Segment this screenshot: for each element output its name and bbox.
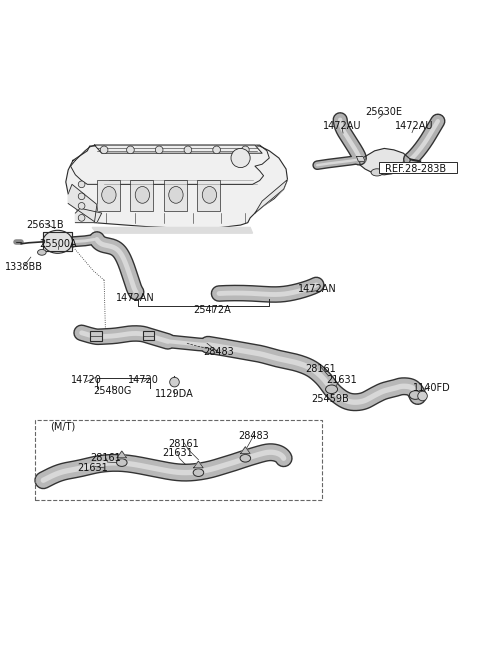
Circle shape bbox=[184, 146, 192, 154]
Circle shape bbox=[100, 146, 108, 154]
Circle shape bbox=[418, 391, 427, 401]
Text: 25630E: 25630E bbox=[366, 106, 403, 117]
Ellipse shape bbox=[117, 459, 127, 466]
Text: 14720: 14720 bbox=[129, 375, 159, 384]
Bar bbox=[35, 420, 322, 501]
Text: 25480G: 25480G bbox=[93, 386, 132, 396]
Text: 1472AN: 1472AN bbox=[298, 284, 336, 294]
Polygon shape bbox=[75, 209, 102, 222]
Text: 14720: 14720 bbox=[71, 375, 102, 384]
Text: 21631: 21631 bbox=[78, 463, 108, 473]
Text: 1129DA: 1129DA bbox=[155, 389, 194, 399]
Polygon shape bbox=[43, 232, 72, 251]
Polygon shape bbox=[117, 451, 127, 458]
Bar bbox=[380, 162, 457, 173]
Bar bbox=[90, 331, 102, 341]
Polygon shape bbox=[71, 145, 269, 184]
Bar bbox=[97, 180, 120, 211]
Ellipse shape bbox=[37, 249, 46, 255]
Bar bbox=[197, 180, 220, 211]
Ellipse shape bbox=[371, 169, 383, 176]
Bar bbox=[164, 180, 187, 211]
Text: 28161: 28161 bbox=[168, 439, 200, 449]
Circle shape bbox=[231, 148, 250, 167]
Bar bbox=[143, 331, 155, 340]
Circle shape bbox=[78, 215, 85, 221]
Polygon shape bbox=[66, 146, 288, 228]
Text: 1472AU: 1472AU bbox=[323, 121, 361, 131]
Text: 21631: 21631 bbox=[162, 449, 193, 459]
Polygon shape bbox=[193, 461, 203, 468]
Text: 25500A: 25500A bbox=[39, 239, 76, 249]
Ellipse shape bbox=[43, 230, 72, 253]
Text: 25631B: 25631B bbox=[26, 220, 64, 230]
Polygon shape bbox=[68, 184, 97, 222]
Circle shape bbox=[78, 181, 85, 188]
Circle shape bbox=[78, 203, 85, 209]
Circle shape bbox=[170, 377, 179, 387]
Text: REF.28-283B: REF.28-283B bbox=[385, 164, 446, 174]
Ellipse shape bbox=[409, 391, 421, 400]
Text: 25472A: 25472A bbox=[193, 305, 231, 315]
Ellipse shape bbox=[169, 186, 183, 203]
Polygon shape bbox=[360, 148, 410, 174]
Bar bbox=[131, 180, 154, 211]
Text: 28483: 28483 bbox=[204, 347, 234, 357]
Text: (M/T): (M/T) bbox=[50, 421, 75, 431]
Text: 25459B: 25459B bbox=[312, 394, 349, 404]
Text: 28161: 28161 bbox=[306, 363, 336, 374]
Ellipse shape bbox=[135, 186, 150, 203]
Circle shape bbox=[78, 193, 85, 199]
Ellipse shape bbox=[193, 469, 204, 476]
Polygon shape bbox=[95, 145, 262, 154]
Text: 1338BB: 1338BB bbox=[5, 262, 43, 272]
Text: 28483: 28483 bbox=[239, 431, 269, 441]
Text: 21631: 21631 bbox=[326, 375, 357, 384]
Circle shape bbox=[213, 146, 220, 154]
Polygon shape bbox=[255, 180, 288, 213]
Ellipse shape bbox=[102, 186, 116, 203]
Text: 1140FD: 1140FD bbox=[413, 383, 451, 393]
Polygon shape bbox=[92, 228, 252, 233]
Text: 1472AU: 1472AU bbox=[395, 121, 433, 131]
Ellipse shape bbox=[325, 385, 337, 394]
Polygon shape bbox=[240, 447, 250, 453]
Circle shape bbox=[241, 146, 249, 154]
Text: 28161: 28161 bbox=[90, 453, 121, 463]
Ellipse shape bbox=[240, 455, 251, 462]
Circle shape bbox=[127, 146, 134, 154]
Circle shape bbox=[156, 146, 163, 154]
Polygon shape bbox=[357, 157, 365, 161]
Ellipse shape bbox=[202, 186, 216, 203]
Text: 1472AN: 1472AN bbox=[116, 293, 155, 303]
